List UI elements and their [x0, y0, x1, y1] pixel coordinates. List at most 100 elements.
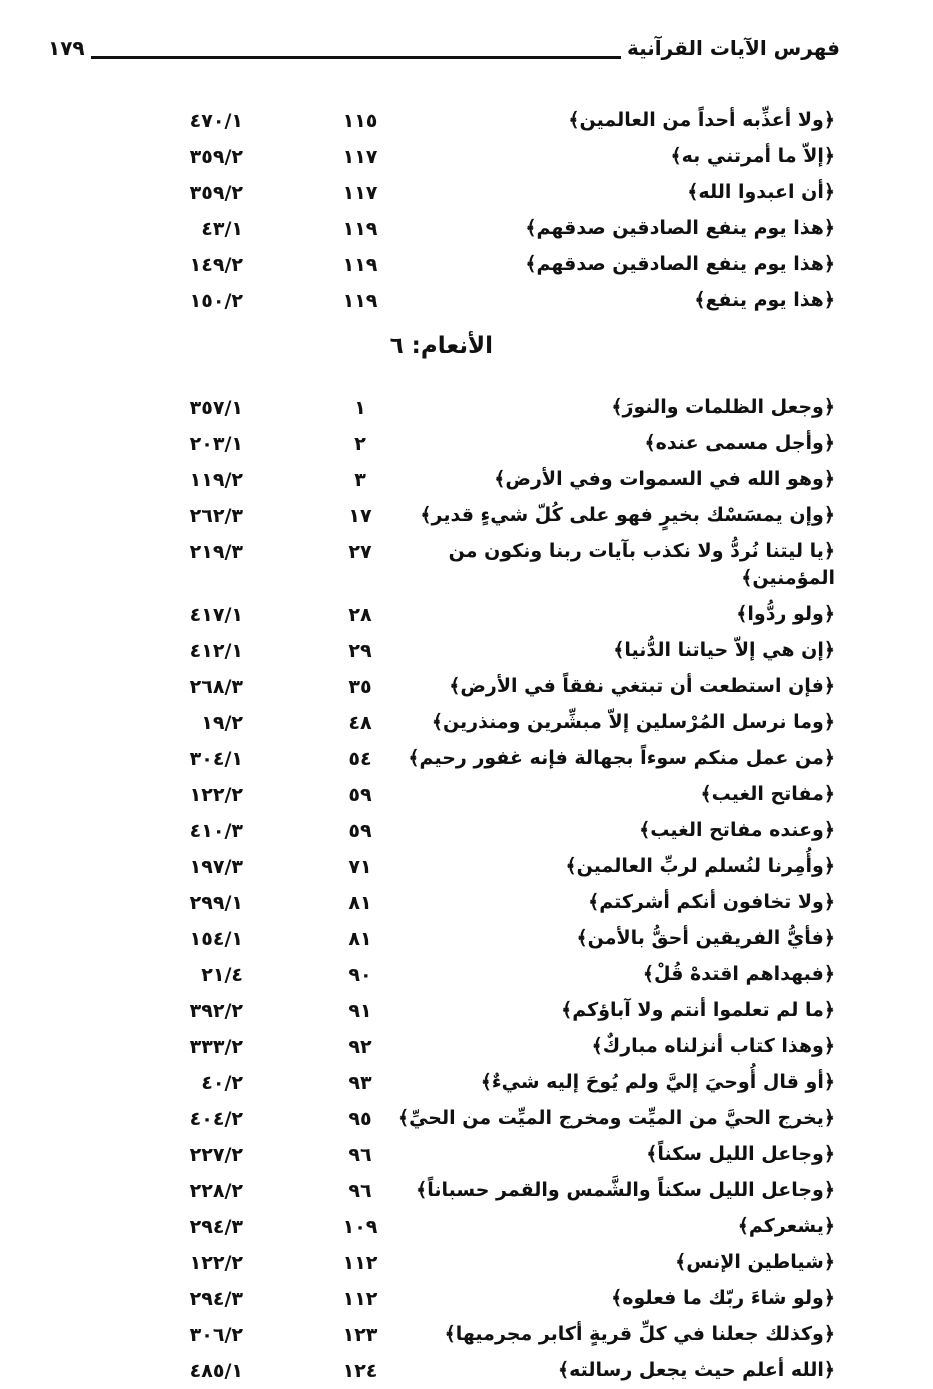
header-title: فهرس الآيات القرآنية [627, 36, 840, 60]
verse-text: ﴿يا ليتنا نُردُّ ولا نكذب بآيات ربنا ونك… [448, 540, 835, 589]
verse-text: ﴿فإن استطعت أن تبتغي نفقاً في الأرض﴾ [449, 675, 835, 697]
column-spacer [243, 633, 325, 669]
verse-text: ﴿ولو شاءَ ربّك ما فعلوه﴾ [611, 1287, 835, 1309]
column-spacer [243, 175, 325, 211]
verse-text: ﴿مفاتح الغيب﴾ [700, 783, 835, 805]
volume-page-ref: ٣٩٢/٢ [189, 1000, 243, 1022]
verse-text: ﴿أو قال أُوحيَ إليَّ ولم يُوحَ إليه شيءٌ… [480, 1071, 835, 1093]
verse-text: ﴿هذا يوم ينفع الصادقين صدقهم﴾ [525, 253, 835, 275]
index-row: ﴿إن هي إلاّ حياتنا الدُّنيا﴾ ٢٩ ٤١٢/١ [0, 633, 933, 669]
index-row: ﴿يخرج الحيَّ من الميِّت ومخرج الميِّت من… [0, 1101, 933, 1137]
ayah-number: ٣٥ [348, 676, 372, 698]
index-row: ﴿وعنده مفاتح الغيب﴾ ٥٩ ٤١٠/٣ [0, 813, 933, 849]
index-row: ﴿وإن يمسَسْك بخيرٍ فهو على كُلّ شيءٍ قدي… [0, 498, 933, 534]
index-row: ﴿من عمل منكم سوءاً بجهالة فإنه غفور رحيم… [0, 741, 933, 777]
index-row: ﴿فأيُّ الفريقين أحقُّ بالأمن﴾ ٨١ ١٥٤/١ [0, 921, 933, 957]
column-spacer [243, 462, 325, 498]
index-row: ﴿وهذا كتاب أنزلناه مباركٌ﴾ ٩٢ ٣٣٣/٢ [0, 1029, 933, 1065]
volume-page-ref: ١٩٧/٣ [189, 856, 243, 878]
column-spacer [243, 1209, 325, 1245]
verse-text: ﴿هذا يوم ينفع الصادقين صدقهم﴾ [525, 217, 835, 239]
index-row: ﴿وأُمِرنا لنُسلم لربِّ العالمين﴾ ٧١ ١٩٧/٣ [0, 849, 933, 885]
ayah-number: ٧١ [348, 856, 372, 878]
volume-page-ref: ١٤٩/٢ [189, 254, 243, 276]
ayah-number: ١١٩ [342, 290, 378, 312]
volume-page-ref: ٤١٧/١ [189, 604, 243, 626]
index-row: ﴿ولو شاءَ ربّك ما فعلوه﴾ ١١٢ ٢٩٤/٣ [0, 1281, 933, 1317]
verse-text: ﴿الله أعلم حيث يجعل رسالته﴾ [557, 1359, 835, 1381]
ayah-number: ٩٣ [348, 1072, 372, 1094]
index-row: ﴿فبهداهم اقتدهْ قُلْ﴾ ٩٠ ٢١/٤ [0, 957, 933, 993]
ayah-number: ١ [354, 397, 366, 419]
column-spacer [243, 1029, 325, 1065]
verse-text: ﴿إن هي إلاّ حياتنا الدُّنيا﴾ [613, 639, 835, 661]
index-section-al-anam: ﴿وجعل الظلمات والنورَ﴾ ١ ٣٥٧/١ ﴿وأجل مسمى ع… [0, 390, 933, 1389]
index-row: ﴿ولا تخافون أنكم أشركتم﴾ ٨١ ٢٩٩/١ [0, 885, 933, 921]
ayah-number: ١١٢ [342, 1252, 378, 1274]
ayah-number: ٥٩ [348, 820, 372, 842]
column-spacer [243, 1281, 325, 1317]
ayah-number: ١١٧ [342, 182, 378, 204]
ayah-number: ١٠٩ [342, 1216, 378, 1238]
ayah-number: ٢٩ [348, 640, 372, 662]
column-spacer [243, 1317, 325, 1353]
column-spacer [243, 390, 325, 426]
index-row: ﴿مفاتح الغيب﴾ ٥٩ ١٢٢/٢ [0, 777, 933, 813]
verse-text: ﴿وكذلك جعلنا في كلِّ قريةٍ أكابر مجرميها… [444, 1323, 835, 1345]
column-spacer [243, 1173, 325, 1209]
ayah-number: ٨١ [348, 892, 372, 914]
index-row: ﴿الله أعلم حيث يجعل رسالته﴾ ١٢٤ ٤٨٥/١ [0, 1353, 933, 1389]
ayah-number: ٩١ [348, 1000, 372, 1022]
verse-text: ﴿ولو ردُّوا﴾ [736, 603, 835, 625]
verse-text: ﴿وهو الله في السموات وفي الأرض﴾ [494, 468, 835, 490]
verse-text: ﴿وجاعل الليل سكناً﴾ [646, 1143, 835, 1165]
index-row: ﴿وجاعل الليل سكناً﴾ ٩٦ ٢٢٧/٢ [0, 1137, 933, 1173]
column-spacer [243, 777, 325, 813]
column-spacer [243, 957, 325, 993]
column-spacer [243, 813, 325, 849]
index-row: ﴿هذا يوم ينفع الصادقين صدقهم﴾ ١١٩ ١٤٩/٢ [0, 247, 933, 283]
verse-text: ﴿إلاّ ما أمرتني به﴾ [670, 145, 835, 167]
volume-page-ref: ٤٧٠/١ [189, 110, 243, 132]
volume-page-ref: ١٩/٢ [201, 712, 243, 734]
header-rule [90, 56, 621, 59]
column-spacer [243, 534, 325, 597]
volume-page-ref: ٣٠٤/١ [189, 748, 243, 770]
column-spacer [243, 247, 325, 283]
running-header: فهرس الآيات القرآنية ١٧٩ [48, 36, 840, 70]
index-row: ﴿ولو ردُّوا﴾ ٢٨ ٤١٧/١ [0, 597, 933, 633]
column-spacer [243, 885, 325, 921]
column-spacer [243, 103, 325, 139]
index-row: ﴿فإن استطعت أن تبتغي نفقاً في الأرض﴾ ٣٥ ٢٦… [0, 669, 933, 705]
volume-page-ref: ١٥٤/١ [189, 928, 243, 950]
column-spacer [243, 1353, 325, 1389]
index-row: ﴿هذا يوم ينفع الصادقين صدقهم﴾ ١١٩ ٤٣/١ [0, 211, 933, 247]
volume-page-ref: ٢٢٨/٢ [189, 1180, 243, 1202]
column-spacer [243, 597, 325, 633]
index-row: ﴿وكذلك جعلنا في كلِّ قريةٍ أكابر مجرميها… [0, 1317, 933, 1353]
ayah-number: ٩٦ [348, 1180, 372, 1202]
verse-text: ﴿وجعل الظلمات والنورَ﴾ [611, 396, 835, 418]
ayah-number: ١٧ [348, 505, 372, 527]
verse-text: ﴿شياطين الإنس﴾ [675, 1251, 835, 1273]
volume-page-ref: ٣٥٩/٢ [189, 182, 243, 204]
index-row: ﴿ولا أعذِّبه أحداً من العالمين﴾ ١١٥ ٤٧٠/١ [0, 103, 933, 139]
ayah-number: ٢ [354, 433, 366, 455]
verse-text: ﴿وجاعل الليل سكناً والشَّمس والقمر حسبان… [416, 1179, 835, 1201]
volume-page-ref: ٢٢٧/٢ [189, 1144, 243, 1166]
volume-page-ref: ٢١/٤ [201, 964, 243, 986]
volume-page-ref: ٢٩٤/٣ [189, 1288, 243, 1310]
column-spacer [243, 1137, 325, 1173]
column-spacer [243, 669, 325, 705]
volume-page-ref: ٢١٩/٣ [189, 541, 243, 563]
index-row: ﴿هذا يوم ينفع﴾ ١١٩ ١٥٠/٢ [0, 283, 933, 319]
verse-text: ﴿يشعركم﴾ [737, 1215, 835, 1237]
verse-text: ﴿وما نرسل المُرْسلين إلاّ مبشِّرين ومنذر… [431, 711, 835, 733]
column-spacer [243, 139, 325, 175]
volume-page-ref: ٣٥٩/٢ [189, 146, 243, 168]
column-spacer [243, 921, 325, 957]
verse-text: ﴿وإن يمسَسْك بخيرٍ فهو على كُلّ شيءٍ قدي… [420, 504, 835, 526]
verse-text: ﴿وأجل مسمى عنده﴾ [644, 432, 835, 454]
volume-page-ref: ٤٣/١ [201, 218, 243, 240]
column-spacer [243, 1101, 325, 1137]
